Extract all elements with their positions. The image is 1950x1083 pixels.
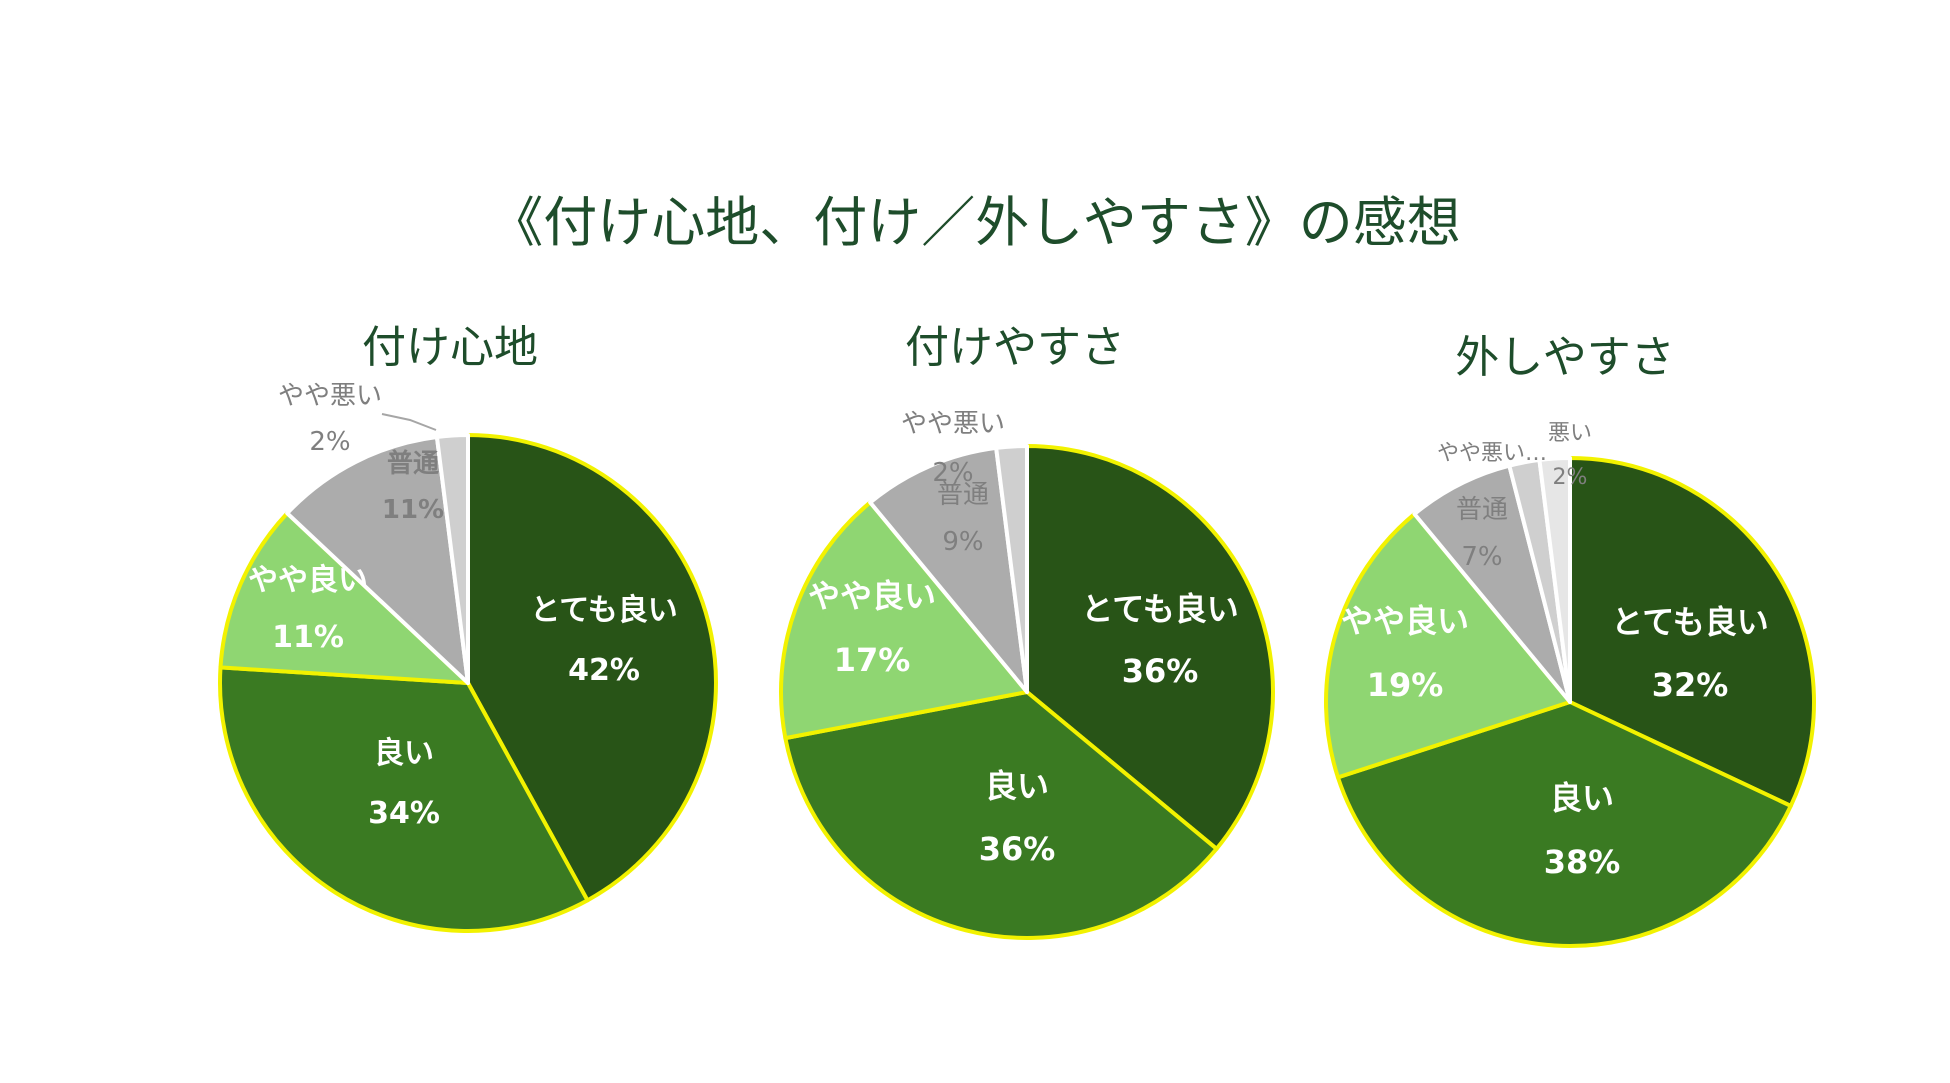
leader-line [381,413,437,431]
main-title: 《付け心地、付け／外しやすさ》の感想 [489,191,1461,254]
pie-slice-bad [1537,455,1572,704]
slice-value-label: 11% [272,620,344,655]
pie-slice-good [783,690,1219,940]
slice-label: 普通 [387,448,439,479]
slice-label: 普通 [937,480,989,510]
pie-slice-somewhat-bad [434,433,470,685]
slice-label: やや良い [1341,602,1469,640]
slice-value-label: 7% [1461,542,1502,572]
slice-value-label: 11% [382,495,444,525]
slice-label: やや悪い [901,409,1005,439]
slice-value-label: 36% [979,830,1056,868]
slice-label: やや良い [248,563,368,598]
pie-slice-somewhat-good [218,511,470,685]
slice-value-label: 17% [834,641,911,679]
pie-slice-normal [868,445,1029,694]
slice-label: 良い [985,767,1049,805]
pie-slice-normal [1412,463,1572,704]
slice-value-label: 2% [309,427,350,457]
slice-value-label: 38% [1544,843,1621,881]
pie-slice-normal [285,434,470,685]
slice-label: やや悪い… [1437,441,1547,466]
slice-label: 悪い [1548,421,1592,446]
slice-value-label: 2% [1553,465,1588,490]
slice-value-label: 19% [1367,666,1444,704]
pie-slice-very-good [1025,444,1275,851]
chart-title: 付け心地 [362,322,538,373]
slice-label: 良い [1550,779,1614,817]
slice-label: やや良い [808,577,936,615]
pie-slice-somewhat-bad [994,444,1029,694]
pie-slice-very-good [1568,456,1816,808]
slice-value-label: 34% [368,796,440,831]
slice-label: やや悪い [278,381,382,411]
pie-slice-somewhat-good [1323,511,1572,780]
chart-title: 付けやすさ [905,322,1125,373]
chart-title: 外しやすさ [1455,332,1675,383]
pie-slice-very-good [466,433,718,903]
slice-value-label: 36% [1122,652,1199,690]
slice-value-label: 42% [568,653,640,688]
slice-label: とても良い [1611,603,1768,641]
slice-label: 良い [374,736,434,771]
slice-value-label: 9% [942,527,983,557]
slice-value-label: 32% [1652,666,1729,704]
pie-slice-good [218,665,590,933]
slice-label: とても良い [1081,590,1238,628]
slice-value-label: 2% [932,458,973,488]
pie-slice-somewhat-good [779,500,1029,741]
pie-slice-good [1335,700,1793,948]
slice-label: 普通 [1456,495,1508,525]
slice-label: とても良い [530,593,678,628]
